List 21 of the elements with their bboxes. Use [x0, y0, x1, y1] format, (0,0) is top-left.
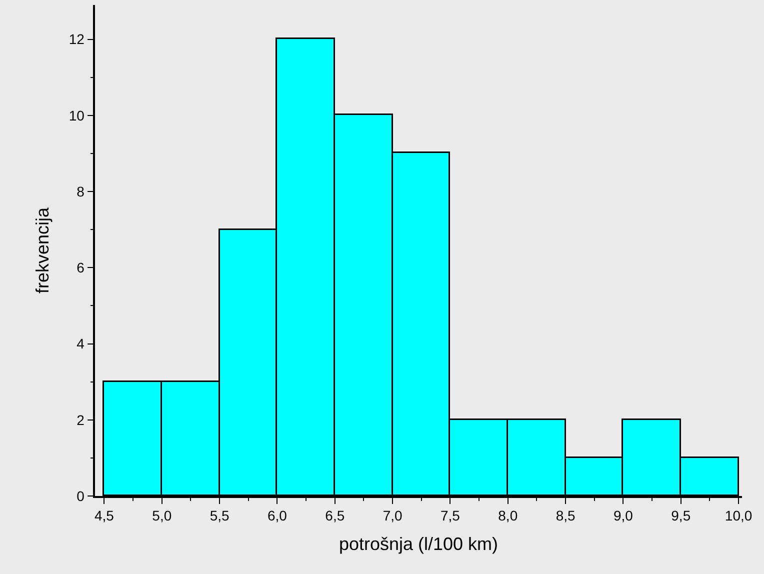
- y-tick-label: 10: [68, 107, 85, 124]
- x-tick-label: 5,0: [152, 508, 172, 524]
- y-tick-label: 12: [68, 31, 85, 48]
- x-tick-label: 9,5: [671, 508, 691, 524]
- x-tick-label: 8,0: [498, 508, 518, 524]
- x-tick-label: 6,0: [267, 508, 288, 524]
- x-tick-label: 4,5: [94, 508, 114, 524]
- y-tick-label: 4: [76, 336, 85, 352]
- x-tick-label: 7,0: [382, 508, 402, 524]
- x-tick-label: 9,0: [613, 508, 634, 524]
- y-tick-label: 0: [76, 488, 85, 504]
- y-tick-label: 6: [76, 260, 85, 276]
- y-axis-title: frekvencija: [32, 206, 53, 294]
- x-tick-label: 8,5: [556, 508, 576, 524]
- x-tick-label: 5,5: [210, 508, 230, 524]
- y-tick-label: 2: [76, 412, 85, 428]
- x-tick-label: 6,5: [325, 508, 345, 524]
- x-tick-label: 7,5: [440, 508, 460, 524]
- y-tick-label: 8: [76, 183, 85, 200]
- x-axis-title: potrošnja (l/100 km): [338, 534, 498, 554]
- x-tick-label: 10,0: [724, 508, 752, 524]
